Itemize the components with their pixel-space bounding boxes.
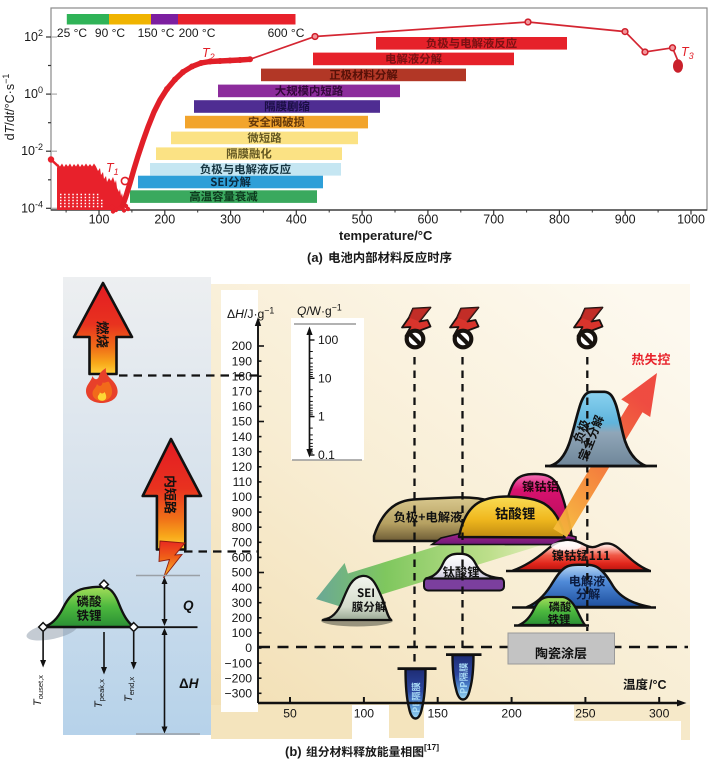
svg-text:700: 700 bbox=[483, 213, 504, 227]
svg-text:ΔH/J·g−1: ΔH/J·g−1 bbox=[227, 306, 274, 322]
svg-text:10-2: 10-2 bbox=[21, 142, 43, 158]
svg-text:250: 250 bbox=[575, 707, 596, 721]
svg-text:1: 1 bbox=[318, 410, 325, 424]
svg-text:300: 300 bbox=[232, 596, 253, 610]
svg-text:100: 100 bbox=[232, 626, 253, 640]
svg-text:90 °C: 90 °C bbox=[95, 26, 125, 40]
svg-text:900: 900 bbox=[615, 213, 636, 227]
svg-text:150: 150 bbox=[232, 415, 253, 429]
svg-text:800: 800 bbox=[549, 213, 570, 227]
svg-text:Tpeak,x: Tpeak,x bbox=[93, 679, 106, 708]
svg-text:200 °C: 200 °C bbox=[179, 26, 216, 40]
svg-text:0.1: 0.1 bbox=[318, 448, 335, 462]
svg-text:temperature/°C: temperature/°C bbox=[339, 228, 433, 243]
svg-text:500: 500 bbox=[352, 213, 373, 227]
svg-text:50: 50 bbox=[283, 707, 297, 721]
svg-text:600 °C: 600 °C bbox=[268, 26, 305, 40]
svg-text:130: 130 bbox=[232, 445, 253, 459]
svg-text:Touset,x: Touset,x bbox=[32, 675, 45, 706]
svg-text:150 °C: 150 °C bbox=[138, 26, 175, 40]
svg-text:800: 800 bbox=[232, 520, 253, 534]
svg-text:(b): (b) bbox=[285, 744, 302, 759]
svg-text:Q: Q bbox=[183, 598, 194, 613]
svg-text:300: 300 bbox=[220, 213, 241, 227]
svg-text:[17]: [17] bbox=[424, 742, 439, 752]
svg-text:(a): (a) bbox=[307, 250, 323, 265]
svg-text:Q/W·g−1: Q/W·g−1 bbox=[297, 303, 342, 319]
svg-text:Tend,x: Tend,x bbox=[123, 677, 136, 702]
svg-text:200: 200 bbox=[154, 213, 175, 227]
svg-text:200: 200 bbox=[501, 707, 522, 721]
svg-text:100: 100 bbox=[318, 333, 339, 347]
svg-text:700: 700 bbox=[232, 536, 253, 550]
svg-text:−200: −200 bbox=[225, 671, 253, 685]
svg-text:100: 100 bbox=[354, 707, 375, 721]
svg-text:180: 180 bbox=[232, 369, 253, 383]
svg-text:10-4: 10-4 bbox=[21, 199, 43, 215]
svg-text:/°C: /°C bbox=[649, 678, 667, 692]
svg-text:600: 600 bbox=[232, 551, 253, 565]
svg-text:120: 120 bbox=[232, 460, 253, 474]
svg-text:110: 110 bbox=[233, 475, 253, 489]
svg-text:−100: −100 bbox=[225, 656, 253, 670]
svg-text:200: 200 bbox=[232, 339, 253, 353]
svg-text:1000: 1000 bbox=[677, 213, 705, 227]
svg-text:400: 400 bbox=[286, 213, 307, 227]
svg-text:170: 170 bbox=[232, 385, 253, 399]
svg-text:102: 102 bbox=[24, 28, 43, 44]
svg-text:100: 100 bbox=[232, 490, 253, 504]
svg-text:10: 10 bbox=[318, 371, 332, 385]
svg-text:−300: −300 bbox=[225, 687, 253, 701]
svg-text:900: 900 bbox=[232, 505, 253, 519]
svg-text:100: 100 bbox=[24, 85, 43, 101]
svg-text:160: 160 bbox=[232, 400, 253, 414]
svg-text:0: 0 bbox=[245, 641, 252, 655]
svg-text:ΔH: ΔH bbox=[179, 676, 199, 691]
svg-text:500: 500 bbox=[232, 566, 253, 580]
svg-text:200: 200 bbox=[232, 611, 253, 625]
svg-text:600: 600 bbox=[417, 213, 438, 227]
svg-text:140: 140 bbox=[232, 430, 253, 444]
svg-text:25 °C: 25 °C bbox=[57, 26, 87, 40]
svg-text:400: 400 bbox=[232, 581, 253, 595]
svg-text:150: 150 bbox=[428, 707, 449, 721]
svg-text:300: 300 bbox=[649, 707, 670, 721]
svg-text:dT/dt/°C·s−1: dT/dt/°C·s−1 bbox=[1, 74, 17, 141]
svg-text:100: 100 bbox=[89, 213, 110, 227]
svg-text:190: 190 bbox=[232, 354, 253, 368]
